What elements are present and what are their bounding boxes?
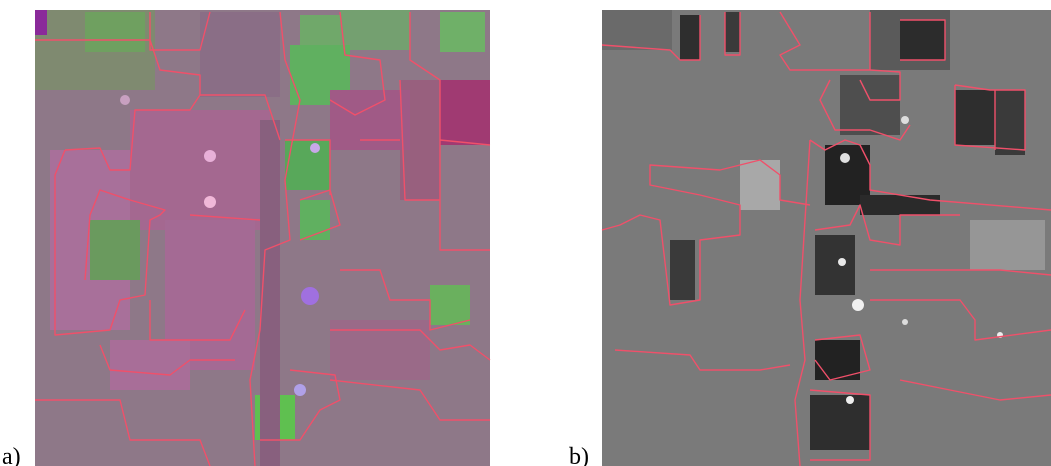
panel-label: a) [2,444,21,466]
page: a) b) (() => { const data = JSON.parse(d… [0,0,1051,466]
panel-a-image [35,10,490,466]
figure: a) b) [0,0,1051,466]
panel-b-image [602,10,1051,466]
panel-label: b) [569,444,589,466]
